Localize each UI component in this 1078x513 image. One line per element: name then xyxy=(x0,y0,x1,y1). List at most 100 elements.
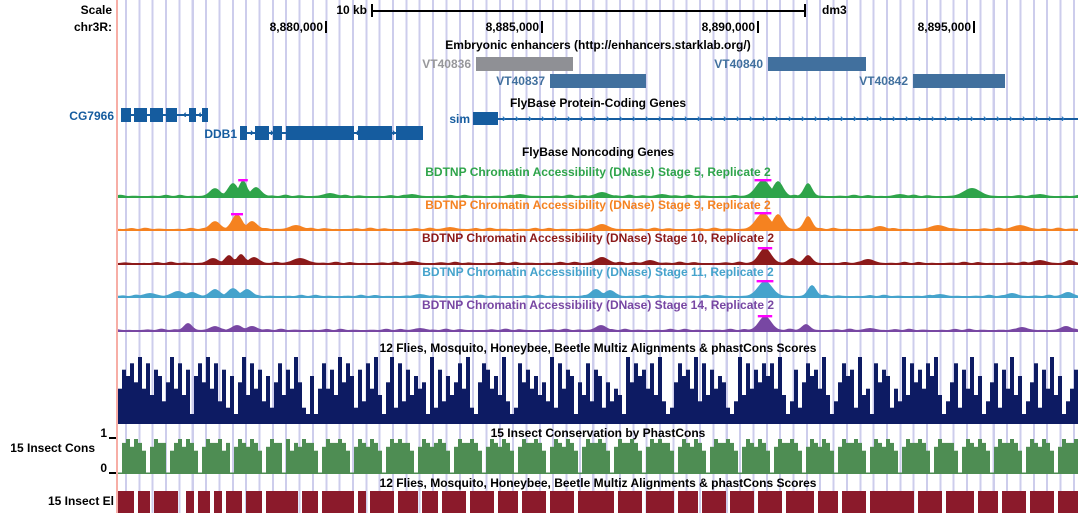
gene-exon xyxy=(121,108,131,122)
dnase-signal[interactable] xyxy=(118,312,1078,332)
strand-arrow-icon: › xyxy=(1022,112,1026,125)
gene-exon xyxy=(473,112,498,125)
scale-bar xyxy=(372,10,805,12)
strand-arrow-icon: › xyxy=(1061,112,1065,125)
gene-exon xyxy=(189,108,196,122)
strand-arrow-icon: › xyxy=(502,112,506,125)
gene-exon xyxy=(286,126,354,140)
dnase-signal[interactable] xyxy=(118,245,1078,265)
insect-elements-left-label[interactable]: 15 Insect El xyxy=(47,494,114,508)
track-title-dnase-stage[interactable]: BDTNP Chromatin Accessibility (DNase) St… xyxy=(425,164,771,179)
track-title-flybase-noncoding[interactable]: FlyBase Noncoding Genes xyxy=(521,145,675,159)
clipped-peak-cap xyxy=(754,179,772,182)
enhancer-bar[interactable] xyxy=(913,73,1005,88)
strand-arrow-icon: › xyxy=(541,112,545,125)
strand-arrow-icon: › xyxy=(827,112,831,125)
gene-exon xyxy=(255,126,269,140)
strand-arrow-icon: › xyxy=(957,112,961,125)
clipped-peak-cap xyxy=(238,179,248,182)
scale-bar-length-label: 10 kb xyxy=(336,3,367,17)
strand-arrow-icon: › xyxy=(270,127,274,139)
enhancer-label: VT40836 xyxy=(422,57,471,71)
strand-arrow-icon: › xyxy=(931,112,935,125)
strand-arrow-icon: › xyxy=(723,112,727,125)
strand-arrow-icon: › xyxy=(606,112,610,125)
clipped-peak-cap xyxy=(754,212,772,215)
clipped-peak-cap xyxy=(757,314,773,317)
strand-arrow-icon: › xyxy=(853,112,857,125)
gene-exon xyxy=(396,126,423,140)
strand-arrow-icon: › xyxy=(905,112,909,125)
strand-arrow-icon: › xyxy=(567,112,571,125)
track-title-dnase-stage[interactable]: BDTNP Chromatin Accessibility (DNase) St… xyxy=(421,298,775,313)
enhancer-label: VT40842 xyxy=(859,73,908,88)
strand-arrow-icon: ‹ xyxy=(183,109,187,121)
strand-arrow-icon: › xyxy=(580,112,584,125)
strand-arrow-icon: › xyxy=(983,112,987,125)
track-title-dnase-stage[interactable]: BDTNP Chromatin Accessibility (DNase) St… xyxy=(422,264,774,279)
strand-arrow-icon: › xyxy=(356,127,360,139)
gene-exon xyxy=(166,108,177,122)
scale-bar-left-tick xyxy=(371,4,373,17)
strand-arrow-icon: › xyxy=(1048,112,1052,125)
multiz-alignment-signal[interactable] xyxy=(118,356,1078,424)
strand-arrow-icon: › xyxy=(879,112,883,125)
strand-arrow-icon: › xyxy=(684,112,688,125)
ruler-tick xyxy=(973,21,975,33)
dnase-signal[interactable] xyxy=(118,278,1078,299)
enhancer-bar[interactable] xyxy=(476,57,573,71)
clipped-peak-cap xyxy=(231,213,243,216)
strand-arrow-icon: › xyxy=(775,112,779,125)
dnase-signal[interactable] xyxy=(118,211,1078,232)
insect-elements-blocks[interactable] xyxy=(118,491,1078,513)
enhancer-bar[interactable] xyxy=(768,57,866,71)
gene-exon xyxy=(240,126,247,140)
gene-intron-line xyxy=(121,114,208,116)
strand-arrow-icon: › xyxy=(593,112,597,125)
strand-arrow-icon: › xyxy=(697,112,701,125)
ruler-coordinate-label: 8,895,000 xyxy=(917,20,971,34)
track-title-phastcons[interactable]: 15 Insect Conservation by PhastCons xyxy=(490,426,706,440)
strand-arrow-icon: › xyxy=(918,112,922,125)
strand-arrow-icon: › xyxy=(632,112,636,125)
strand-arrow-icon: › xyxy=(710,112,714,125)
gene-exon xyxy=(273,126,282,140)
track-title-dnase-stage[interactable]: BDTNP Chromatin Accessibility (DNase) St… xyxy=(425,197,771,212)
clipped-peak-cap xyxy=(756,280,774,283)
strand-arrow-icon: › xyxy=(619,112,623,125)
window-left-edge-line xyxy=(116,0,118,513)
conservation-left-label[interactable]: 15 Insect Cons xyxy=(10,441,95,455)
strand-arrow-icon: › xyxy=(801,112,805,125)
strand-arrow-icon: › xyxy=(892,112,896,125)
track-title-dnase-stage[interactable]: BDTNP Chromatin Accessibility (DNase) St… xyxy=(421,231,775,246)
enhancer-label: VT40837 xyxy=(496,73,545,88)
strand-arrow-icon: › xyxy=(840,112,844,125)
strand-arrow-icon: › xyxy=(814,112,818,125)
track-title-embryonic-enhancers[interactable]: Embryonic enhancers (http://enhancers.st… xyxy=(445,38,751,52)
ruler-tick xyxy=(757,21,759,33)
dnase-signal[interactable] xyxy=(118,178,1078,198)
track-title-flybase-coding[interactable]: FlyBase Protein-Coding Genes xyxy=(509,96,687,110)
track-title-multiz-bottom[interactable]: 12 Flies, Mosquito, Honeybee, Beetle Mul… xyxy=(379,476,817,490)
clipped-peak-cap xyxy=(757,246,773,250)
conservation-axis-max: 1 xyxy=(100,426,107,440)
enhancer-label: VT40840 xyxy=(714,57,763,71)
strand-arrow-icon: › xyxy=(671,112,675,125)
scale-label: Scale xyxy=(80,3,112,17)
strand-arrow-icon: ‹ xyxy=(198,109,202,121)
track-title-multiz[interactable]: 12 Flies, Mosquito, Honeybee, Beetle Mul… xyxy=(379,341,817,355)
strand-arrow-icon: › xyxy=(944,112,948,125)
ruler-tick xyxy=(325,21,327,33)
strand-arrow-icon: › xyxy=(528,112,532,125)
gene-label: CG7966 xyxy=(69,108,114,123)
strand-arrow-icon: › xyxy=(392,127,396,139)
gene-exon xyxy=(358,126,392,140)
assembly-label: dm3 xyxy=(822,3,847,17)
strand-arrow-icon: › xyxy=(736,112,740,125)
conservation-signal[interactable] xyxy=(118,437,1078,474)
gene-exon xyxy=(134,108,147,122)
chromosome-label: chr3R: xyxy=(73,20,112,34)
strand-arrow-icon: › xyxy=(658,112,662,125)
enhancer-bar[interactable] xyxy=(550,73,646,88)
